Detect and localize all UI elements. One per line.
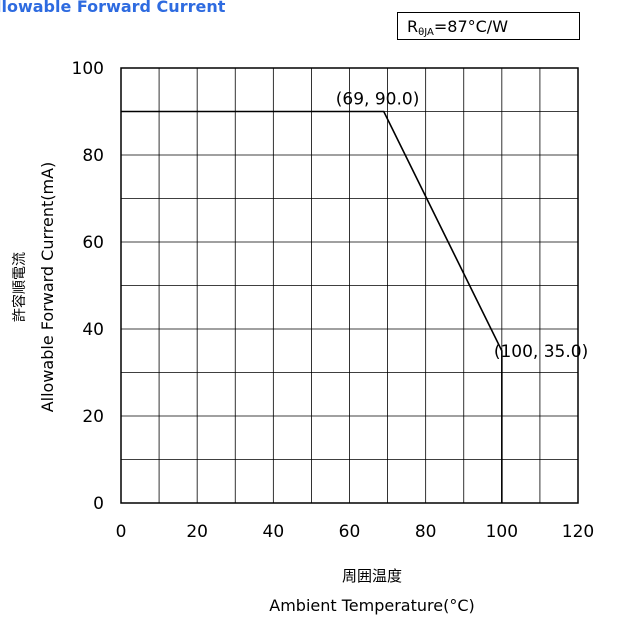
- plot-frame: [120, 67, 579, 504]
- grid: [121, 68, 578, 503]
- resistance-value: =87°C/W: [433, 17, 509, 36]
- x-axis-label: Ambient Temperature(°C): [269, 596, 474, 615]
- annotation-end-point: (100, 35.0): [494, 342, 588, 362]
- y-tick-label: 60: [82, 233, 104, 253]
- y-tick-label: 100: [72, 59, 104, 79]
- x-tick-label: 20: [186, 522, 208, 542]
- x-tick-label: 40: [263, 522, 285, 542]
- y-tick-label: 20: [82, 407, 104, 427]
- annotation-knee-point: (69, 90.0): [336, 90, 420, 110]
- y-tick-label: 0: [93, 494, 104, 514]
- y-tick-label: 80: [82, 146, 104, 166]
- x-tick-label: 60: [339, 522, 361, 542]
- y-axis-label: Allowable Forward Current(mA): [38, 162, 57, 413]
- thermal-resistance-box: RθJA=87°C/W: [397, 12, 580, 40]
- resistance-symbol: R: [407, 17, 419, 36]
- y-axis-label-jp: 許容順電流: [11, 252, 28, 322]
- x-tick-label: 80: [415, 522, 437, 542]
- chart-title: llowable Forward Current: [0, 0, 226, 16]
- x-axis-label-jp: 周囲温度: [342, 567, 402, 585]
- resistance-subscript: θJA: [418, 27, 434, 38]
- derating-curve: [121, 110, 503, 503]
- x-tick-label: 100: [486, 522, 518, 542]
- annotations: (69, 90.0) (100, 35.0): [336, 90, 588, 362]
- y-tick-label: 40: [82, 320, 104, 340]
- x-tick-labels: 0 20 40 60 80 100 120: [116, 522, 595, 542]
- x-tick-label: 120: [562, 522, 594, 542]
- x-tick-label: 0: [116, 522, 127, 542]
- y-tick-labels: 0 20 40 60 80 100: [72, 59, 104, 514]
